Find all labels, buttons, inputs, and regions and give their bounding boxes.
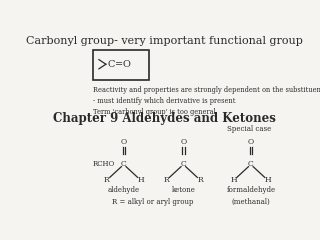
Text: =: = — [115, 60, 123, 69]
Text: R: R — [164, 176, 169, 185]
Text: Reactivity and properties are strongly dependent on the substituents
- must iden: Reactivity and properties are strongly d… — [93, 86, 320, 116]
Text: formaldehyde: formaldehyde — [226, 186, 276, 194]
Text: R: R — [104, 176, 109, 185]
Text: H: H — [265, 176, 271, 185]
Text: C: C — [248, 160, 254, 168]
Text: C: C — [180, 160, 186, 168]
Text: R: R — [197, 176, 203, 185]
Text: H: H — [230, 176, 237, 185]
Text: C: C — [121, 160, 127, 168]
Text: ketone: ketone — [172, 186, 195, 194]
Bar — [93, 50, 148, 80]
Text: O: O — [248, 138, 254, 146]
Text: Carbonyl group- very important functional group: Carbonyl group- very important functiona… — [26, 36, 302, 47]
Text: (methanal): (methanal) — [231, 198, 270, 206]
Text: Chapter 9 Aldehydes and Ketones: Chapter 9 Aldehydes and Ketones — [52, 112, 276, 125]
Text: Special case: Special case — [227, 125, 271, 133]
Text: O: O — [180, 138, 187, 146]
Text: O: O — [121, 138, 127, 146]
Text: C: C — [108, 60, 115, 69]
Text: aldehyde: aldehyde — [108, 186, 140, 194]
Text: R = alkyl or aryl group: R = alkyl or aryl group — [112, 198, 193, 206]
Text: O: O — [123, 60, 131, 69]
Text: H: H — [137, 176, 144, 185]
Text: RCHO: RCHO — [93, 160, 115, 168]
